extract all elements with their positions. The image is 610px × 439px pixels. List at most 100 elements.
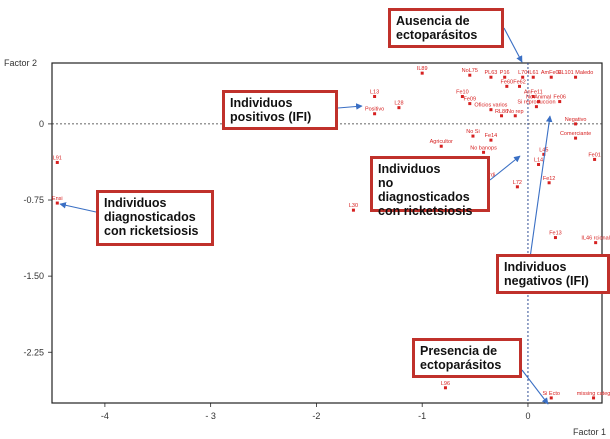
point-marker — [489, 75, 493, 79]
point-marker — [420, 71, 424, 75]
point-marker — [518, 84, 521, 88]
point-label: Si Ecto — [543, 391, 560, 397]
data-point: NoL75 — [462, 68, 478, 77]
data-point: L28 — [394, 101, 404, 110]
annotation-arrow — [521, 369, 549, 405]
y-tick-label: -1.50 — [23, 271, 44, 281]
point-label: L30 — [349, 203, 358, 209]
data-point: No Animal — [526, 95, 551, 104]
point-marker — [592, 396, 596, 400]
data-point: Fe14 — [485, 133, 498, 142]
data-point: RL86 — [495, 109, 508, 118]
point-marker — [500, 114, 504, 118]
data-point: Agricultor — [430, 139, 453, 148]
point-label: Fe09 — [464, 97, 477, 103]
annotation-line: Ausencia de — [396, 14, 470, 28]
point-marker — [468, 73, 472, 77]
annotation-diagnosticados: Individuos diagnosticados con ricketsios… — [96, 190, 214, 246]
annotation-arrow — [503, 27, 523, 63]
data-point: IL61 — [528, 70, 539, 79]
plot-frame — [51, 62, 603, 404]
data-point: L14 — [534, 157, 543, 166]
point-marker — [439, 144, 443, 148]
point-label: L72 — [513, 180, 522, 186]
point-label: Agricultor — [430, 139, 453, 145]
annotation-arrow — [489, 155, 521, 181]
x-tick-label: -1 — [418, 411, 426, 421]
annotation-positivos: Individuos positivos (IFI) — [222, 90, 338, 130]
x-tick-label: 0 — [525, 411, 530, 421]
data-point: Si Ecto — [543, 391, 560, 400]
y-tick-label: -2.25 — [23, 347, 44, 357]
point-marker — [537, 100, 541, 104]
point-marker — [460, 94, 464, 98]
point-marker — [373, 94, 377, 98]
data-point: IL46 rcional — [581, 236, 610, 245]
annotation-arrows — [59, 27, 553, 405]
point-label: Fe01 — [588, 152, 601, 158]
data-point: L13 — [370, 89, 379, 98]
data-point: AnFe11 — [524, 89, 543, 98]
point-label: Fe10 — [456, 89, 469, 95]
point-label: L28 — [394, 101, 403, 107]
point-label: Fe62 — [513, 79, 526, 85]
data-point: PL63 — [485, 70, 498, 79]
point-label: Negativo — [565, 117, 587, 123]
x-axis-label: Factor 1 — [573, 427, 606, 437]
point-marker — [549, 396, 553, 400]
data-point: Negativo — [565, 117, 587, 126]
point-label: No rep — [507, 109, 524, 115]
point-marker — [574, 122, 578, 126]
data-point: Fe13 — [549, 231, 562, 240]
point-label: IL46 rcional — [581, 236, 609, 242]
annotation-line: diagnosticados — [104, 210, 196, 224]
point-marker — [397, 106, 401, 110]
point-label: L91 — [53, 155, 62, 161]
y-axis-label: Factor 2 — [4, 58, 37, 68]
point-marker — [574, 75, 578, 79]
annotation-negativos: Individuos negativos (IFI) — [496, 254, 610, 294]
annotation-presencia: Presencia de ectoparásitos — [412, 338, 522, 378]
point-label: PL63 — [485, 70, 498, 76]
point-marker — [553, 236, 557, 240]
point-marker — [531, 75, 535, 79]
point-marker — [503, 75, 507, 79]
point-marker — [537, 162, 541, 166]
point-label: Positivo — [365, 107, 384, 113]
point-marker — [471, 134, 475, 138]
data-point: No rep — [507, 109, 524, 118]
annotation-line: positivos (IFI) — [230, 110, 312, 124]
annotation-line: ectoparásitos — [396, 28, 478, 42]
data-point: Oficios varios — [474, 103, 508, 112]
point-marker — [594, 241, 598, 245]
data-point: Si reproduccion — [517, 100, 556, 109]
annotation-ausencia: Ausencia de ectoparásitos — [388, 8, 504, 48]
annotation-arrow — [59, 202, 97, 213]
point-label: No Si — [466, 129, 479, 135]
annotation-line: negativos (IFI) — [504, 274, 589, 288]
point-label: L96 — [441, 381, 450, 387]
y-tick-label: -0.75 — [23, 195, 44, 205]
data-point: Positivo — [365, 107, 384, 116]
data-point: IL89 — [417, 66, 428, 75]
data-point: EL101 Maledo — [558, 70, 593, 79]
point-label: Comerciante — [560, 131, 591, 137]
point-label: L45 — [539, 147, 548, 153]
data-point: Fe06 — [553, 95, 566, 104]
point-marker — [505, 84, 509, 88]
annotation-line: ectoparásitos — [420, 358, 502, 372]
plot-border — [51, 62, 603, 404]
point-marker — [373, 112, 377, 116]
data-point: L91 — [53, 155, 62, 164]
point-label: Oficios varios — [474, 103, 507, 109]
point-label: AmFe03 — [541, 70, 562, 76]
axes: -4 - 3 -2 -1 0 0 -0.75 -1.50 -2.25 — [23, 63, 602, 421]
annotation-line: con ricketsiosis — [378, 204, 473, 218]
point-label: Fe14 — [485, 133, 498, 139]
point-label: Fe12 — [543, 176, 556, 182]
annotation-line: con ricketsiosis — [104, 224, 199, 238]
point-marker — [513, 114, 517, 118]
annotation-arrow — [337, 103, 363, 110]
data-point: P16 — [500, 70, 510, 79]
